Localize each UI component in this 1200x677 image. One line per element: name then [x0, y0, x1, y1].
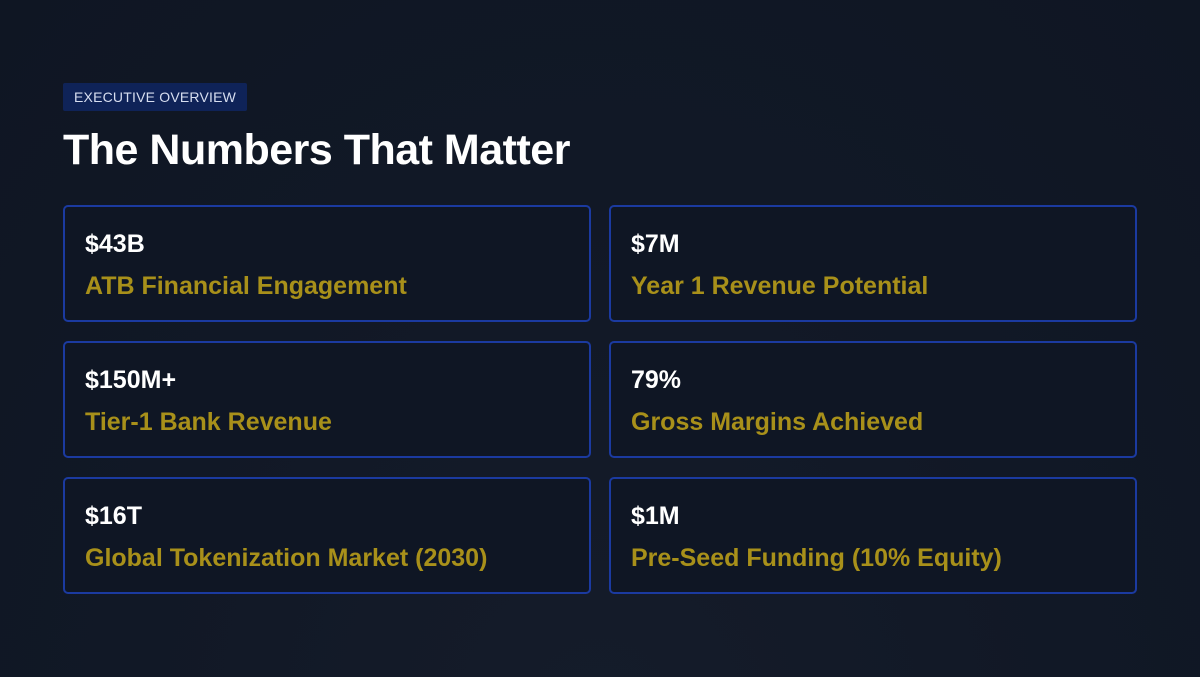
metric-label: Global Tokenization Market (2030) [85, 544, 488, 572]
metric-label: Year 1 Revenue Potential [631, 272, 929, 300]
metric-card-pre-seed-funding: $1M Pre-Seed Funding (10% Equity) [609, 477, 1137, 594]
metric-card-atb-engagement: $43B ATB Financial Engagement [63, 205, 591, 322]
metric-label: Tier-1 Bank Revenue [85, 408, 332, 436]
metric-card-tier1-bank-revenue: $150M+ Tier-1 Bank Revenue [63, 341, 591, 458]
metric-label: ATB Financial Engagement [85, 272, 407, 300]
metric-value: $1M [631, 502, 680, 530]
metric-label: Gross Margins Achieved [631, 408, 924, 436]
metric-value: 79% [631, 366, 682, 394]
metric-card-tokenization-market: $16T Global Tokenization Market (2030) [63, 477, 591, 594]
metric-label: Pre-Seed Funding (10% Equity) [631, 544, 1002, 572]
section-tag: EXECUTIVE OVERVIEW [63, 83, 248, 111]
metric-card-gross-margins: 79% Gross Margins Achieved [609, 341, 1137, 458]
metric-value: $43B [85, 230, 145, 258]
metric-value: $16T [85, 502, 142, 530]
metrics-grid: $43B ATB Financial Engagement $7M Year 1… [63, 205, 1137, 594]
metric-value: $7M [631, 230, 680, 258]
page-title: The Numbers That Matter [63, 126, 570, 174]
metric-value: $150M+ [85, 366, 177, 394]
metric-card-year1-revenue: $7M Year 1 Revenue Potential [609, 205, 1137, 322]
